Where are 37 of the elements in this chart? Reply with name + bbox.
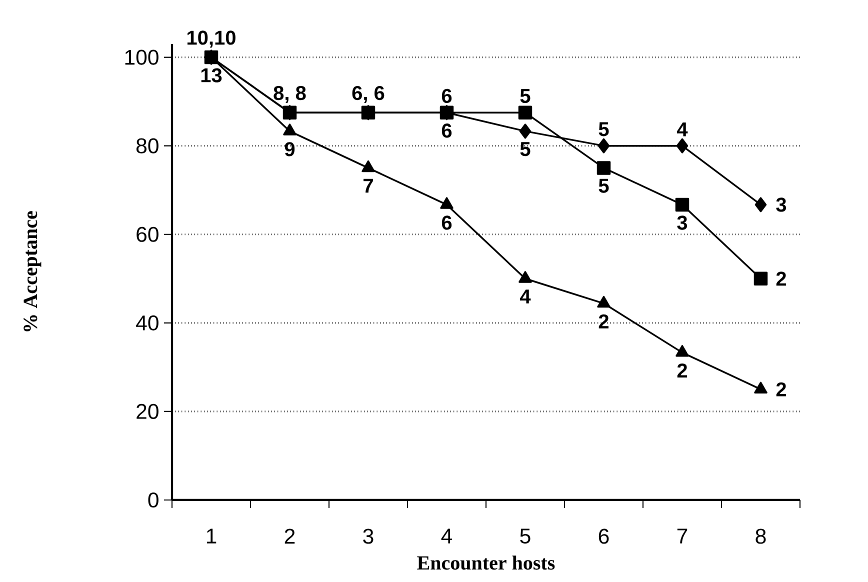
annotation: 8, 8 (274, 86, 306, 104)
annotation: 3 (776, 198, 786, 212)
x-tick-label: 7 (677, 528, 688, 544)
annotation: 5 (520, 89, 530, 104)
x-tick-label: 8 (756, 528, 766, 544)
annotation: 5 (520, 142, 530, 156)
annotation: 5 (598, 122, 609, 136)
annotation: 10,10 (187, 30, 236, 48)
y-tick-label: 40 (136, 315, 158, 330)
x-tick-label: 2 (284, 528, 295, 544)
annotation: 3 (677, 216, 688, 230)
x-tick-label: 3 (363, 528, 374, 544)
x-tick-label: 4 (441, 528, 452, 544)
annotation: 6, 6 (352, 86, 384, 104)
x-tick-label: 5 (520, 528, 530, 544)
annotation: 2 (776, 382, 786, 396)
annotation: 5 (598, 178, 609, 193)
annotation: 2 (776, 272, 786, 286)
y-tick-label: 100 (125, 50, 158, 65)
annotation: 9 (284, 142, 295, 156)
x-tick-label: 6 (598, 528, 609, 544)
annotation: 2 (598, 314, 608, 328)
annotation: 4 (676, 122, 688, 136)
y-tick-label: 20 (136, 404, 158, 419)
annotation: 6 (442, 216, 452, 230)
y-axis-title: % Acceptance (24, 211, 42, 332)
x-tick-label: 1 (206, 528, 216, 544)
y-tick-label: 80 (136, 138, 158, 154)
annotation: 7 (364, 178, 373, 193)
annotation: 6 (442, 88, 452, 104)
y-tick-label: 0 (148, 492, 158, 508)
annotation: 2 (677, 363, 687, 378)
annotation: 6 (442, 124, 452, 138)
y-tick-label: 60 (136, 226, 158, 242)
x-axis-title: Encounter hosts (417, 556, 555, 570)
annotation: 13 (201, 68, 222, 82)
annotation: 4 (520, 290, 531, 304)
